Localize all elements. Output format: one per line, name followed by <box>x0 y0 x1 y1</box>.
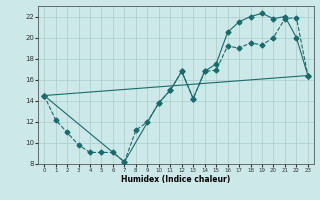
X-axis label: Humidex (Indice chaleur): Humidex (Indice chaleur) <box>121 175 231 184</box>
